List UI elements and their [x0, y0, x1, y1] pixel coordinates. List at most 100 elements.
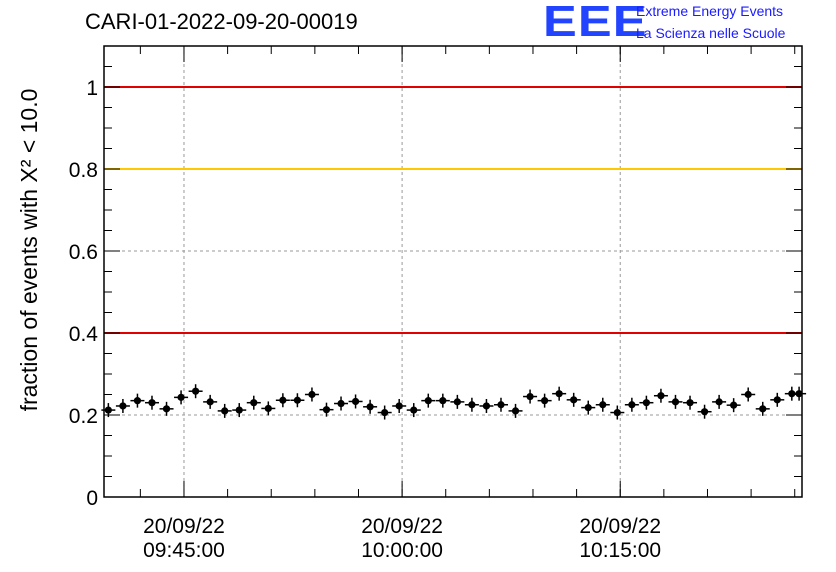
- chart-title: CARI-01-2022-09-20-00019: [85, 9, 358, 34]
- data-point: [144, 395, 159, 410]
- point-marker: [715, 398, 723, 406]
- grid-lines: [104, 46, 802, 497]
- point-marker: [744, 390, 752, 399]
- point-marker: [162, 405, 171, 413]
- data-point: [203, 394, 218, 409]
- data-point: [566, 392, 581, 407]
- data-point: [537, 393, 552, 408]
- point-marker: [192, 387, 200, 395]
- point-marker: [468, 401, 476, 409]
- point-marker: [148, 399, 156, 407]
- data-point: [479, 398, 494, 413]
- data-point: [610, 405, 625, 420]
- point-marker: [264, 404, 272, 413]
- point-marker: [657, 392, 665, 400]
- data-point: [523, 389, 538, 404]
- point-marker: [511, 407, 520, 415]
- point-marker: [730, 401, 738, 409]
- data-point: [159, 401, 174, 416]
- data-point: [246, 395, 261, 410]
- point-marker: [351, 397, 360, 406]
- data-point: [130, 393, 145, 408]
- data-point: [464, 397, 479, 412]
- data-point: [792, 386, 807, 401]
- data-point: [377, 405, 392, 420]
- point-marker: [424, 397, 432, 405]
- point-marker: [337, 399, 345, 408]
- y-tick-label: 0.2: [69, 405, 98, 428]
- logo-line-2: La Scienza nelle Scuole: [636, 25, 786, 41]
- point-marker: [119, 402, 127, 410]
- plot-frame: [103, 45, 803, 498]
- axis-labels: 00.20.40.60.8120/09/2209:45:0020/09/2210…: [16, 77, 661, 562]
- point-marker: [221, 407, 229, 415]
- data-point: [552, 386, 567, 401]
- point-marker: [235, 406, 243, 414]
- reference-lines: [104, 86, 802, 334]
- data-point: [581, 400, 596, 415]
- data-point: [348, 394, 363, 409]
- data-point: [697, 404, 712, 419]
- point-marker: [104, 406, 112, 414]
- point-marker: [497, 401, 505, 409]
- data-point: [624, 397, 639, 412]
- point-marker: [366, 403, 374, 411]
- data-point: [435, 393, 450, 408]
- x-tick-label-time: 10:15:00: [579, 539, 661, 562]
- y-axis-label: fraction of events with X² < 10.0: [16, 89, 42, 412]
- point-marker: [671, 398, 680, 406]
- data-point: [683, 395, 698, 410]
- data-point: [188, 384, 203, 399]
- point-marker: [526, 392, 534, 401]
- point-marker: [177, 393, 185, 401]
- data-point: [653, 388, 668, 403]
- data-point: [741, 387, 756, 402]
- axis-ticks: [104, 45, 802, 498]
- x-tick-label-time: 10:00:00: [361, 539, 443, 562]
- point-marker: [759, 405, 767, 413]
- data-point: [639, 395, 654, 410]
- y-tick-label: 0.8: [69, 159, 98, 182]
- point-marker: [686, 399, 694, 407]
- data-point: [275, 393, 290, 408]
- point-marker: [293, 396, 302, 404]
- point-marker: [482, 402, 491, 410]
- point-marker: [628, 401, 636, 409]
- y-tick-label: 0.4: [69, 323, 99, 346]
- data-point: [493, 397, 508, 412]
- data-point: [770, 392, 785, 407]
- data-point: [334, 396, 349, 411]
- point-marker: [541, 397, 549, 405]
- x-tick-label-date: 20/09/22: [143, 515, 225, 538]
- x-tick-label-time: 09:45:00: [143, 539, 225, 562]
- data-point: [668, 394, 683, 409]
- point-marker: [700, 408, 709, 416]
- data-point: [392, 398, 407, 413]
- data-point: [290, 393, 305, 408]
- eee-logo-mark: EEE: [543, 0, 648, 46]
- data-point: [712, 394, 727, 409]
- data-point: [174, 390, 189, 405]
- data-point: [363, 399, 378, 414]
- x-tick-label-date: 20/09/22: [579, 515, 661, 538]
- data-point: [508, 403, 523, 418]
- point-marker: [279, 396, 287, 404]
- point-marker: [788, 390, 796, 398]
- point-marker: [453, 398, 461, 406]
- logo-line-1: Extreme Energy Events: [636, 3, 784, 19]
- data-points: [101, 384, 807, 420]
- data-point: [232, 403, 247, 418]
- point-marker: [584, 404, 592, 412]
- x-tick-label-date: 20/09/22: [361, 515, 443, 538]
- point-marker: [599, 401, 607, 409]
- data-point: [406, 403, 421, 418]
- y-tick-label: 1: [86, 77, 98, 100]
- data-point: [319, 402, 334, 417]
- data-point: [726, 398, 741, 413]
- point-marker: [322, 406, 331, 414]
- data-point: [755, 401, 770, 416]
- y-tick-label: 0.6: [69, 241, 98, 264]
- point-marker: [133, 397, 142, 405]
- point-marker: [410, 406, 418, 414]
